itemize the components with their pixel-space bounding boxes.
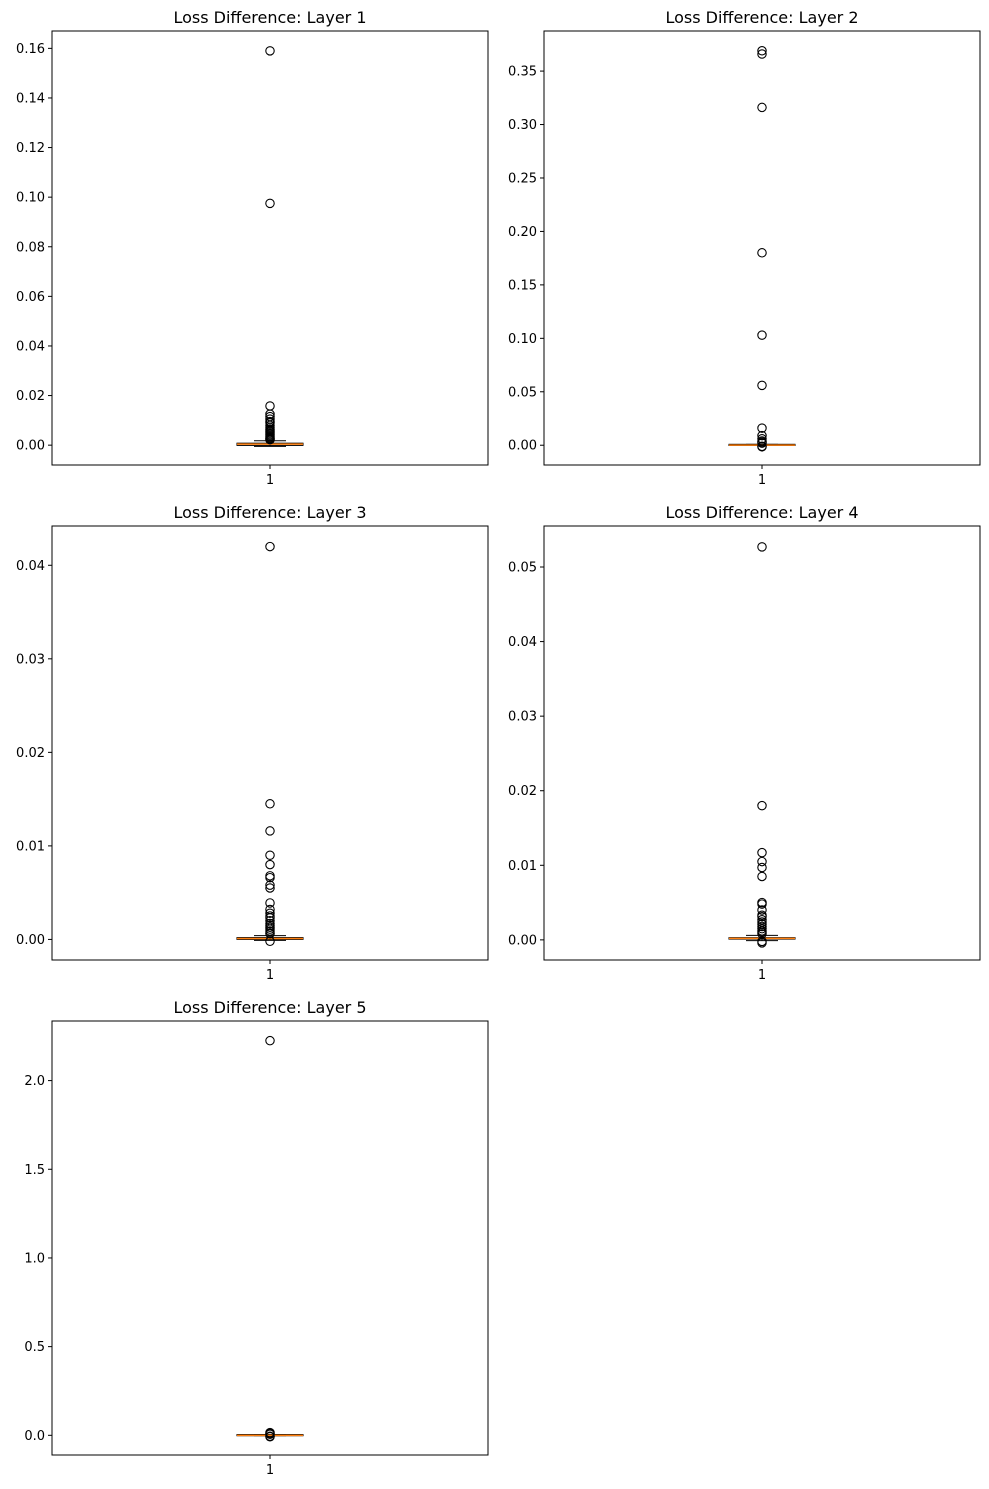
y-tick-label: 0.02 [508,784,537,799]
outlier-point [265,880,275,890]
y-tick-label: 0.04 [16,339,45,354]
outlier-point [757,905,767,915]
outlier-point [265,859,275,870]
axes-frame [543,525,981,961]
axes-frame [51,30,489,466]
axes-frame [51,525,489,961]
y-tick-label: 0.06 [16,290,45,305]
y-tick-label: 0.10 [508,332,537,347]
x-tick-label: 1 [266,968,274,983]
y-tick-label: 0.01 [16,839,45,854]
outlier-point [265,929,275,939]
subplot-layer-5: Loss Difference: Layer 5 0.0 0.5 1.0 1.5 2.0 1 [24,998,489,1478]
y-tick-label: 0.02 [16,389,45,404]
chart-title: Loss Difference: Layer 2 [665,8,858,27]
outlier-point [265,434,275,445]
outlier-point [757,430,767,441]
y-tick-label: 0.10 [16,191,45,206]
y-tick-label: 1.0 [24,1251,45,1266]
y-tick-label: 0.00 [16,439,45,454]
axes-frame [543,30,981,466]
outlier-point [265,850,275,860]
chart-title: Loss Difference: Layer 5 [173,998,366,1017]
subplot-layer-1: Loss Difference: Layer 1 0.00 0.02 0.04 0.06… [16,8,489,488]
outlier-point [757,899,767,909]
outlier-point [757,248,767,258]
outlier-point [265,883,275,893]
outlier-point [757,423,767,433]
outlier-point [265,913,275,923]
outlier-point [757,871,767,882]
y-tick-label: 2.0 [24,1074,45,1089]
y-tick-label: 0.20 [508,225,537,240]
outlier-point [757,921,767,932]
y-tick-label: 0.5 [24,1340,45,1355]
outlier-point [757,911,767,922]
y-tick-label: 0.08 [16,240,45,255]
y-tick-label: 0.16 [16,42,45,57]
y-tick-label: 0.00 [508,933,537,948]
outlier-point [265,541,275,552]
x-tick-label: 1 [266,473,274,488]
outlier-point [757,330,767,340]
y-tick-label: 0.25 [508,171,537,186]
y-tick-label: 0.0 [24,1429,45,1444]
outlier-point [757,438,767,448]
y-tick-label: 0.35 [508,65,537,80]
chart-title: Loss Difference: Layer 3 [173,503,366,522]
x-tick-label: 1 [266,1463,274,1478]
outlier-point [265,826,275,836]
outlier-point [265,1035,275,1046]
y-tick-label: 0.01 [508,859,537,874]
outlier-point [265,198,275,209]
y-tick-label: 0.15 [508,278,537,293]
y-tick-label: 0.00 [508,439,537,454]
y-tick-label: 0.14 [16,91,45,106]
y-tick-label: 0.02 [16,746,45,761]
outlier-point [757,938,767,948]
y-tick-label: 0.00 [16,933,45,948]
outlier-point [757,380,767,391]
x-tick-label: 1 [758,968,766,983]
x-tick-label: 1 [758,473,766,488]
subplot-layer-2: Loss Difference: Layer 2 0.00 0.05 0.10 0.15… [508,8,981,488]
outlier-point [757,856,767,867]
outlier-point [757,49,767,59]
outlier-point [265,908,275,918]
outlier-point [265,1431,275,1442]
y-tick-label: 0.30 [508,118,537,133]
outlier-point [265,799,275,809]
outlier-point [757,102,767,113]
outlier-point [265,898,275,908]
axes-frame [51,1020,489,1456]
chart-title: Loss Difference: Layer 4 [665,503,858,522]
outlier-point [265,46,275,56]
chart-title: Loss Difference: Layer 1 [173,8,366,27]
y-tick-label: 0.03 [16,652,45,667]
y-tick-label: 1.5 [24,1163,45,1178]
outlier-point [757,923,767,934]
outlier-point [757,46,767,56]
y-tick-label: 0.05 [508,385,537,400]
y-tick-label: 0.04 [508,635,537,650]
y-tick-label: 0.12 [16,141,45,156]
subplot-layer-3: Loss Difference: Layer 3 0.00 0.01 0.02 0.03… [16,503,489,983]
outlier-point [265,936,275,947]
y-tick-label: 0.04 [16,559,45,574]
subplot-layer-4: Loss Difference: Layer 4 0.00 0.01 0.02 0.03… [508,503,981,983]
outlier-point [757,800,767,811]
y-tick-label: 0.05 [508,561,537,576]
y-tick-label: 0.03 [508,710,537,725]
outlier-point [757,542,767,552]
outlier-point [265,872,275,883]
outlier-point [757,442,767,452]
